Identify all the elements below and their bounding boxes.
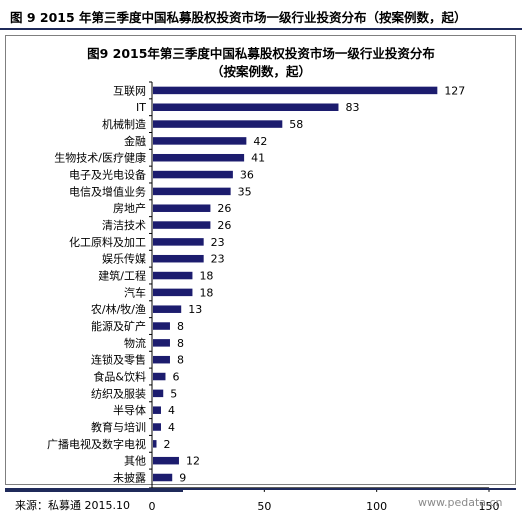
- category-label: 连锁及零售: [91, 353, 146, 367]
- value-label: 127: [444, 84, 465, 97]
- value-label: 36: [240, 169, 254, 182]
- chart-subtitle: （按案例数，起）: [210, 64, 311, 79]
- category-label: 建筑/工程: [98, 269, 146, 283]
- value-label: 4: [168, 404, 175, 417]
- category-label: 广播电视及数字电视: [47, 437, 146, 451]
- bar: [153, 406, 161, 414]
- category-label: 物流: [124, 336, 146, 350]
- category-label: 纺织及服装: [91, 386, 146, 400]
- value-label: 23: [211, 253, 225, 266]
- category-label: 金融: [124, 134, 146, 148]
- category-label: 电信及增值业务: [69, 184, 146, 198]
- x-tick-label: 0: [149, 500, 156, 513]
- category-label: 汽车: [124, 285, 146, 299]
- category-label: 教育与培训: [91, 420, 146, 434]
- category-label: 机械制造: [102, 117, 146, 131]
- bar: [153, 187, 231, 196]
- footer-divider: [5, 488, 516, 490]
- value-label: 5: [170, 387, 177, 400]
- value-label: 13: [188, 303, 202, 316]
- category-label: 生物技术/医疗健康: [54, 151, 146, 165]
- x-tick-label: 100: [366, 500, 387, 513]
- value-label: 4: [168, 421, 175, 434]
- bar: [153, 322, 170, 330]
- category-label: IT: [136, 101, 146, 114]
- value-label: 18: [199, 270, 213, 283]
- value-label: 18: [199, 286, 213, 299]
- x-tick-label: 50: [257, 500, 271, 513]
- category-label: 农/林/牧/渔: [91, 302, 146, 316]
- bar: [153, 339, 170, 347]
- bar: [153, 389, 164, 398]
- category-label: 房地产: [113, 201, 146, 215]
- value-label: 6: [172, 371, 179, 384]
- value-label: 26: [217, 219, 231, 232]
- bar: [153, 456, 179, 465]
- source-note: 来源：私募通 2015.10: [15, 499, 130, 512]
- value-label: 8: [177, 337, 184, 350]
- value-label: 58: [289, 118, 303, 131]
- bar: [153, 204, 211, 212]
- value-label: 23: [211, 236, 225, 249]
- category-label: 娱乐传媒: [102, 252, 146, 266]
- bar: [153, 170, 233, 179]
- category-label: 未披露: [113, 471, 146, 485]
- category-label: 食品&饮料: [93, 370, 146, 384]
- category-label: 互联网: [113, 84, 146, 97]
- watermark-text: www.pedata.cn: [418, 496, 503, 509]
- header-title: 图 9 2015 年第三季度中国私募股权投资市场一级行业投资分布（按案例数，起）: [10, 10, 467, 25]
- bar: [153, 120, 283, 128]
- value-label: 9: [179, 472, 186, 485]
- category-label: 化工原料及加工: [69, 235, 146, 249]
- value-label: 12: [186, 455, 200, 468]
- header-bar: 图 9 2015 年第三季度中国私募股权投资市场一级行业投资分布（按案例数，起）: [0, 0, 522, 30]
- bar: [153, 372, 166, 381]
- bar: [153, 254, 204, 263]
- bar: [153, 137, 247, 145]
- chart-title: 图9 2015年第三季度中国私募股权投资市场一级行业投资分布: [87, 46, 435, 61]
- bar: [153, 355, 170, 364]
- category-label: 半导体: [113, 403, 146, 417]
- value-label: 42: [253, 135, 267, 148]
- value-label: 8: [177, 354, 184, 367]
- bar: [153, 86, 438, 95]
- value-label: 2: [163, 438, 170, 451]
- bar: [153, 103, 339, 111]
- category-label: 其他: [124, 455, 146, 468]
- category-label: 能源及矿产: [91, 319, 146, 333]
- bar: [153, 440, 157, 448]
- bar: [153, 238, 204, 246]
- value-label: 35: [238, 185, 252, 198]
- value-label: 26: [217, 202, 231, 215]
- value-label: 41: [251, 152, 265, 165]
- bar: [153, 288, 193, 297]
- value-label: 83: [345, 101, 359, 114]
- footer-accent-bar: [5, 488, 183, 492]
- bar: [153, 271, 193, 280]
- value-label: 8: [177, 320, 184, 333]
- bar: [153, 305, 182, 313]
- bar: [153, 473, 173, 482]
- bar: [153, 153, 245, 162]
- category-label: 电子及光电设备: [69, 168, 146, 182]
- category-label: 清洁技术: [102, 219, 146, 232]
- x-tick-label: 150: [479, 500, 500, 513]
- bar: [153, 221, 211, 229]
- bar: [153, 423, 161, 431]
